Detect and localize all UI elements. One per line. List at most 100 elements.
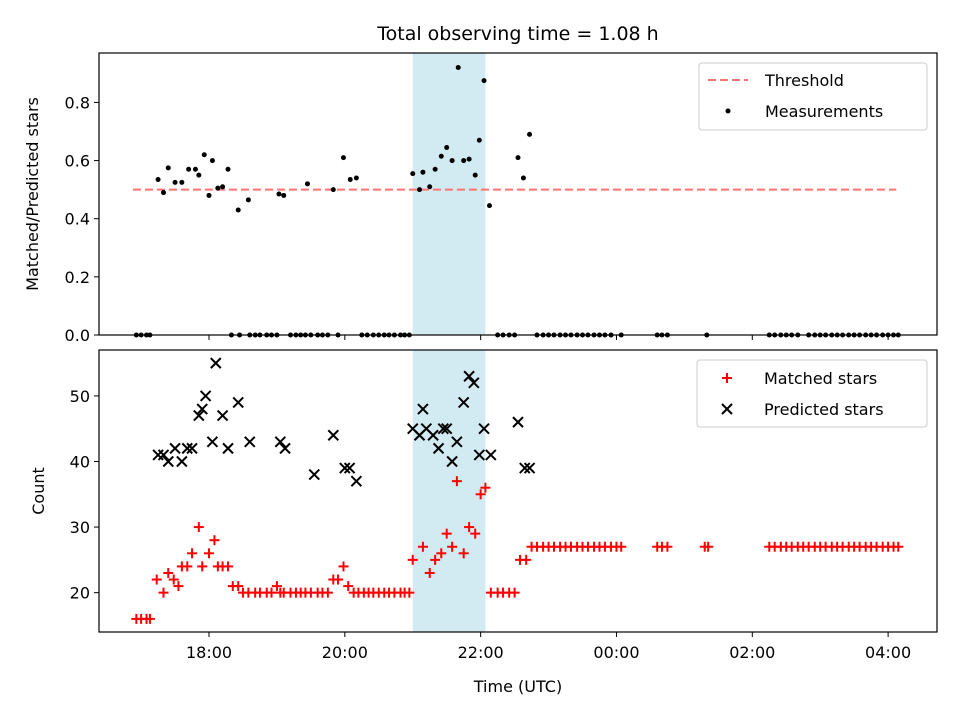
predicted-star-point: [485, 449, 497, 461]
measurement-point: [225, 166, 231, 172]
matched-star-point: [441, 528, 452, 539]
measurement-point: [472, 172, 478, 178]
matched-star-point: [451, 476, 462, 487]
bottom-shaded-band: [412, 350, 486, 632]
bottom-y-axis-label: Count: [29, 467, 48, 515]
matched-star-point: [404, 587, 415, 598]
predicted-star-point: [437, 422, 450, 435]
measurement-point: [527, 131, 533, 137]
cross-b: [427, 429, 439, 441]
y-tick-label: 0.6: [65, 152, 90, 171]
matched-star-point: [616, 541, 627, 552]
y-tick-label: 0.0: [65, 326, 90, 345]
matched-star-point: [521, 554, 532, 565]
predicted-star-point: [417, 403, 429, 415]
predicted-star-point: [216, 409, 229, 422]
legend-matched-swatch: [722, 373, 732, 383]
measurement-point: [235, 207, 241, 213]
matched-star-point: [509, 587, 520, 598]
cross-b: [446, 455, 458, 468]
matched-star-point: [168, 574, 179, 585]
matched-star-point: [173, 581, 184, 592]
cross-b: [157, 449, 170, 461]
cross-b: [478, 422, 490, 435]
measurement-point: [432, 166, 438, 172]
x-tick-label: 18:00: [186, 643, 232, 662]
matched-star-point: [163, 567, 174, 578]
measurement-point: [165, 165, 171, 171]
predicted-star-point: [222, 442, 234, 455]
matched-star-point: [338, 561, 349, 572]
cross-b: [181, 442, 193, 455]
predicted-star-point: [473, 449, 485, 461]
cross-b: [407, 422, 419, 435]
predicted-star-point: [244, 436, 256, 448]
matched-star-point: [458, 548, 469, 559]
cross-b: [176, 455, 188, 468]
measurement-point: [179, 179, 185, 185]
measurement-point: [461, 158, 467, 164]
measurement-point: [353, 175, 359, 181]
bottom-legend: Matched stars Predicted stars: [696, 359, 928, 428]
cross-b: [523, 462, 536, 474]
matched-star-point: [436, 548, 447, 559]
cross-b: [279, 442, 291, 455]
predicted-star-point: [210, 357, 222, 369]
cross-b: [162, 455, 174, 468]
predicted-star-point: [457, 396, 470, 409]
cross-b: [244, 436, 256, 448]
y-tick-label: 50: [70, 387, 90, 406]
measurement-point: [186, 166, 192, 172]
cross-b: [327, 429, 339, 441]
cross-b: [222, 442, 234, 455]
cross-b: [206, 436, 219, 448]
matched-star-point: [480, 482, 491, 493]
y-tick-label: 40: [70, 452, 90, 471]
cross-b: [432, 442, 445, 455]
matched-star-point: [223, 561, 234, 572]
cross-b: [210, 357, 222, 369]
measurement-point: [192, 166, 198, 172]
predicted-star-point: [199, 390, 212, 402]
matched-star-point: [430, 554, 441, 565]
cross-b: [343, 462, 356, 474]
cross-b: [417, 403, 429, 415]
measurement-point: [330, 187, 336, 193]
top-legend: Threshold Measurements: [698, 62, 928, 131]
matched-star-point: [447, 541, 458, 552]
predicted-star-point: [343, 462, 356, 474]
predicted-star-point: [279, 442, 291, 455]
top-shaded-band: [412, 53, 486, 335]
cross-b: [350, 475, 363, 487]
matched-star-point: [193, 522, 204, 533]
predicted-star-point: [169, 442, 181, 455]
cross-b: [512, 416, 524, 428]
matched-star-point: [424, 567, 435, 578]
matched-star-point: [333, 574, 344, 585]
matched-star-point: [144, 613, 155, 624]
measurement-point: [515, 155, 521, 161]
measurement-point: [520, 175, 526, 181]
y-tick-label: 0.8: [65, 93, 90, 112]
matched-star-point: [703, 541, 714, 552]
predicted-star-point: [523, 462, 536, 474]
measurement-point: [281, 192, 287, 198]
matched-star-point: [197, 561, 208, 572]
matched-star-point: [233, 581, 244, 592]
cross-b: [308, 468, 320, 481]
matched-star-point: [343, 581, 354, 592]
cross-b: [485, 449, 497, 461]
predicted-star-point: [176, 455, 188, 468]
measurement-point: [340, 155, 346, 161]
top-y-axis-label: Matched/Predicted stars: [23, 97, 42, 291]
matched-star-point: [151, 574, 162, 585]
x-axis-label: Time (UTC): [473, 677, 562, 696]
cross-b: [437, 422, 450, 435]
predicted-star-point: [519, 462, 531, 474]
predicted-star-point: [512, 416, 524, 428]
predicted-star-point: [451, 436, 463, 448]
cross-b: [451, 436, 463, 448]
bottom-axes-frame: [98, 349, 938, 633]
x-tick-label: 22:00: [458, 643, 504, 662]
